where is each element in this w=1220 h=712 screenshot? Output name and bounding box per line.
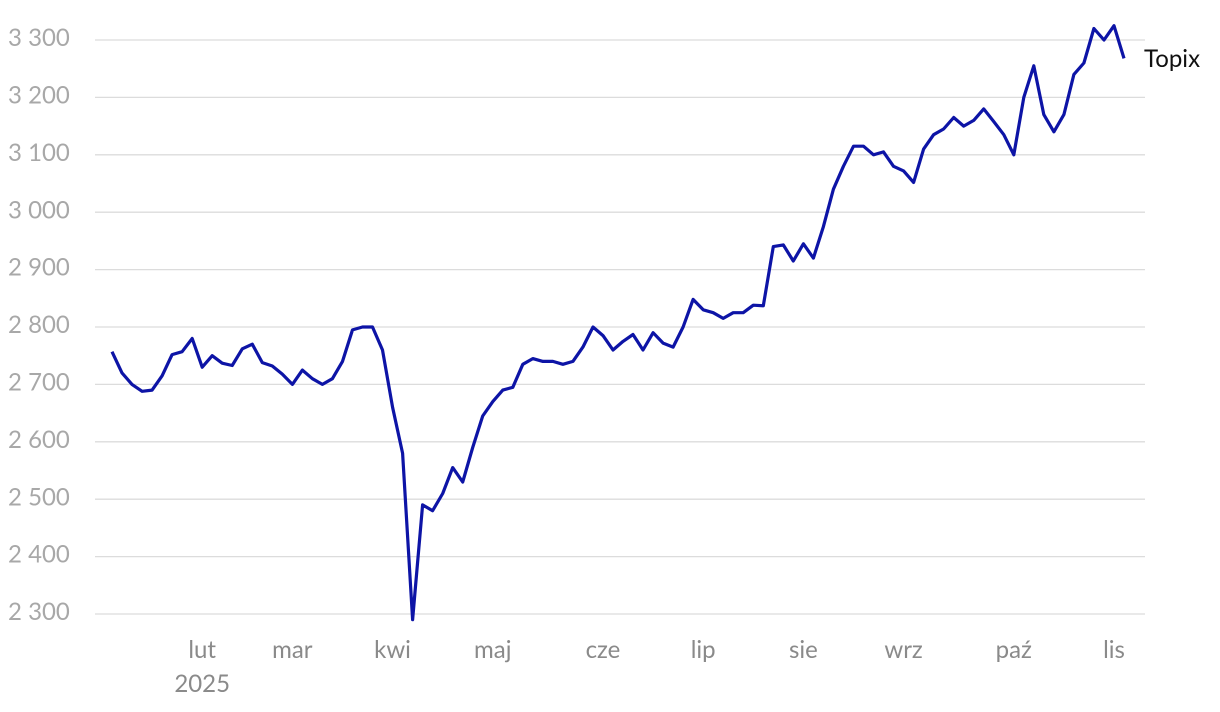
series-line (110, 24, 1126, 622)
x-tick-label: lut (188, 635, 216, 664)
x-tick-label: sie (789, 635, 818, 664)
y-tick-label: 2 900 (8, 253, 70, 282)
x-tick-label: paź (996, 635, 1032, 664)
y-tick-label: 3 300 (8, 23, 70, 52)
x-tick-label: mar (272, 635, 313, 664)
y-tick-label: 2 700 (8, 367, 70, 396)
x-tick-label: lis (1103, 635, 1125, 664)
x-tick-label: kwi (374, 635, 411, 664)
y-tick-label: 2 400 (8, 540, 70, 569)
series-label: Topix (1144, 44, 1200, 73)
x-year-label: 2025 (174, 669, 230, 698)
x-tick-label: lip (691, 635, 716, 664)
y-tick-label: 3 200 (8, 80, 70, 109)
y-tick-label: 2 600 (8, 425, 70, 454)
y-tick-label: 2 300 (8, 597, 70, 626)
y-tick-label: 2 500 (8, 482, 70, 511)
x-tick-label: maj (474, 635, 511, 664)
x-tick-label: wrz (884, 635, 923, 664)
y-tick-label: 3 100 (8, 138, 70, 167)
y-tick-label: 3 000 (8, 195, 70, 224)
y-tick-label: 2 800 (8, 310, 70, 339)
x-tick-label: cze (586, 635, 621, 664)
